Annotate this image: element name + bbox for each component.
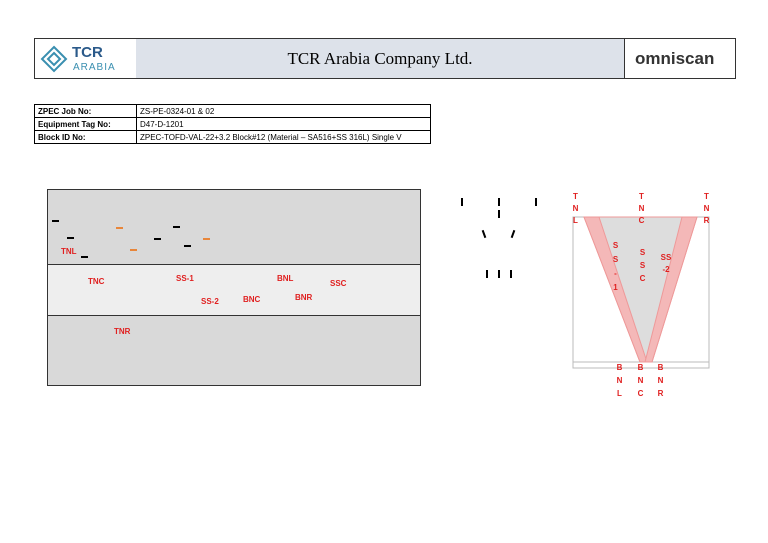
logo-icon bbox=[40, 45, 68, 73]
mark bbox=[498, 210, 500, 218]
header: TCR ARABIA TCR Arabia Company Ltd. omnis… bbox=[34, 38, 736, 79]
label: BNC bbox=[243, 295, 261, 304]
cell: ZS-PE-0324-01 & 02 bbox=[136, 104, 431, 118]
label: BNL bbox=[616, 363, 623, 398]
logo-main: TCR bbox=[72, 44, 103, 61]
label: BNR bbox=[657, 363, 664, 398]
mark bbox=[154, 238, 161, 240]
mark bbox=[203, 238, 210, 240]
cell: Equipment Tag No: bbox=[34, 117, 137, 131]
label: TNR bbox=[703, 192, 710, 225]
label: SS-1 bbox=[176, 274, 194, 283]
mark bbox=[481, 229, 487, 239]
label: BNL bbox=[277, 274, 294, 283]
cell: D47-D-1201 bbox=[136, 117, 431, 131]
scan-panel: TNL TNC SS-1 BNL SSC SS-2 BNC BNR TNR bbox=[47, 189, 421, 386]
logo-right: omniscan bbox=[635, 49, 715, 68]
mark bbox=[67, 237, 74, 239]
label: SS-2 bbox=[201, 297, 219, 306]
label: TNC bbox=[88, 277, 105, 286]
label: TNL bbox=[61, 247, 77, 256]
mark bbox=[184, 245, 191, 247]
label: TNR bbox=[114, 327, 131, 336]
mark bbox=[510, 270, 512, 278]
cell: ZPEC Job No: bbox=[34, 104, 137, 118]
info-table: ZPEC Job No: ZS-PE-0324-01 & 02 Equipment… bbox=[34, 104, 431, 144]
label: SS-1 bbox=[612, 241, 619, 292]
label: BNR bbox=[295, 293, 313, 302]
mark bbox=[52, 220, 59, 222]
label: TNC bbox=[638, 192, 645, 225]
label: SSC bbox=[330, 279, 347, 288]
logo-left: TCR ARABIA bbox=[35, 39, 137, 78]
mark bbox=[81, 256, 88, 258]
mark bbox=[130, 249, 137, 251]
mark bbox=[498, 198, 500, 206]
mark bbox=[116, 227, 123, 229]
mark bbox=[173, 226, 180, 228]
fusion-right bbox=[644, 216, 698, 363]
label: TNL bbox=[572, 192, 579, 225]
mark bbox=[498, 270, 500, 278]
band bbox=[48, 264, 420, 316]
title: TCR Arabia Company Ltd. bbox=[136, 39, 625, 78]
mark bbox=[535, 198, 537, 206]
label: BNC bbox=[637, 363, 644, 398]
label: SSC bbox=[639, 248, 646, 283]
mark bbox=[461, 198, 463, 206]
cell: ZPEC-TOFD-VAL-22+3.2 Block#12 (Material … bbox=[136, 130, 431, 144]
cell: Block ID No: bbox=[34, 130, 137, 144]
mark bbox=[486, 270, 488, 278]
label: SS-2 bbox=[660, 253, 672, 274]
weld-diagram bbox=[572, 216, 710, 369]
mark bbox=[510, 229, 516, 239]
logo-sub: ARABIA bbox=[73, 62, 116, 73]
